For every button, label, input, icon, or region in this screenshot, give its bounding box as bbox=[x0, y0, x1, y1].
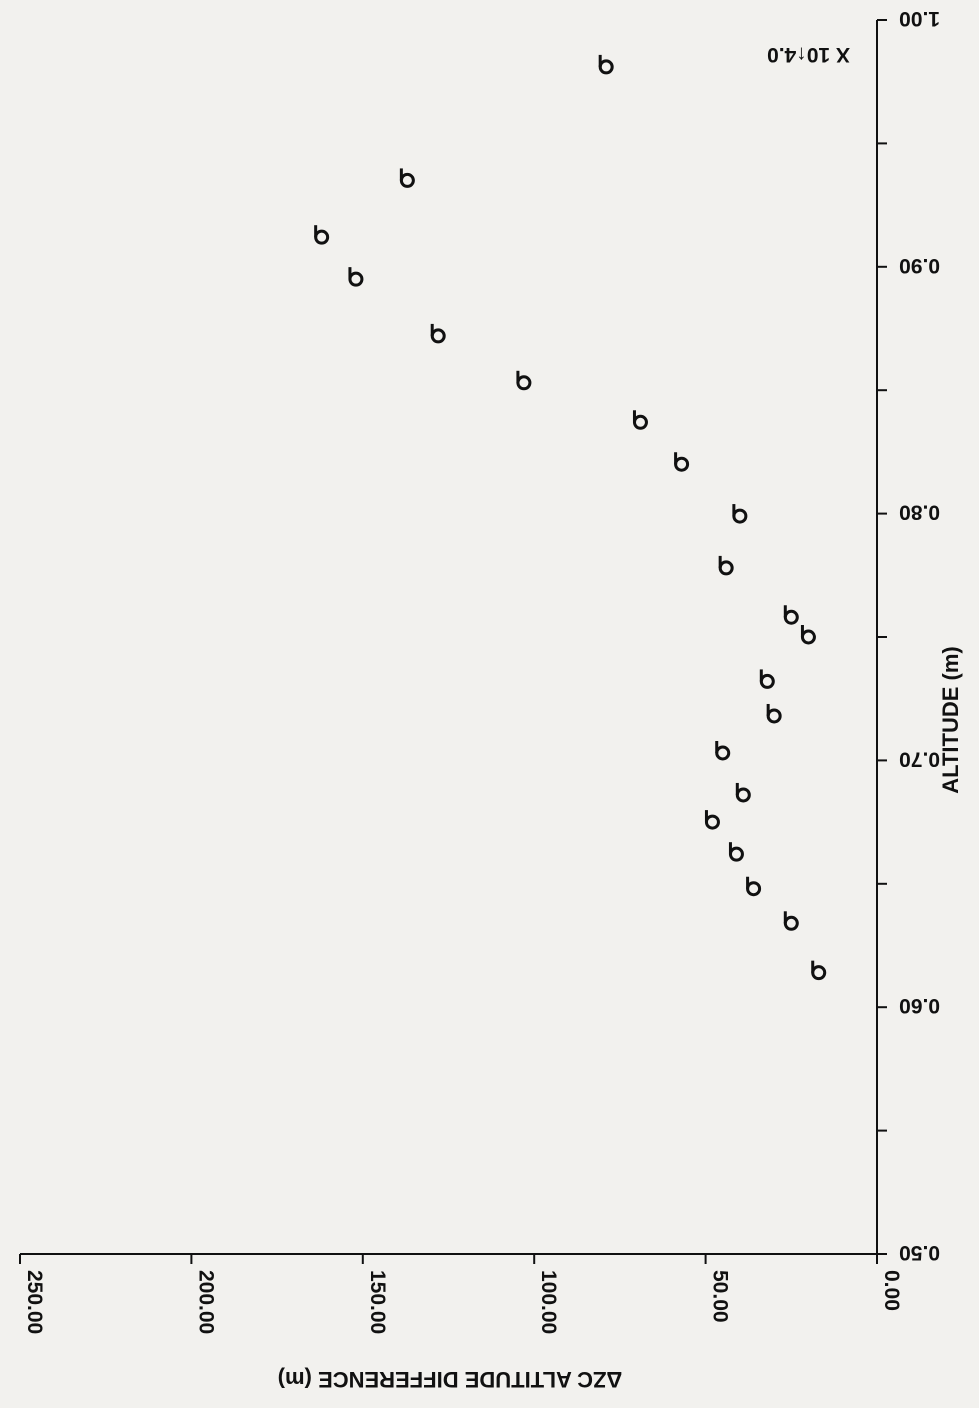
data-point bbox=[800, 625, 816, 645]
data-point bbox=[732, 504, 748, 524]
data-point bbox=[348, 267, 364, 287]
data-point bbox=[516, 370, 532, 391]
y-tick-label: 250.00 bbox=[23, 1270, 46, 1334]
x-tick-label: 0.80 bbox=[899, 501, 940, 524]
x-tick-label: 1.00 bbox=[899, 7, 940, 30]
data-point bbox=[783, 605, 799, 625]
data-point bbox=[314, 225, 330, 245]
data-point bbox=[766, 703, 782, 724]
data-point bbox=[715, 740, 731, 761]
x-scale-note: X 10↑4.0 bbox=[767, 43, 850, 66]
x-tick-label: 0.90 bbox=[899, 254, 940, 277]
y-tick-label: 0.00 bbox=[880, 1270, 903, 1311]
data-point bbox=[735, 782, 751, 803]
data-point bbox=[746, 876, 762, 897]
data-point bbox=[718, 555, 734, 576]
data-point bbox=[430, 323, 446, 344]
x-axis-title: ALTITUDE (m) bbox=[938, 646, 963, 793]
data-point bbox=[674, 452, 690, 472]
y-axis: 0.00 50.00 100.00 150.00 200.00 250.00 bbox=[19, 1253, 903, 1334]
data-points bbox=[314, 54, 827, 981]
y-tick-label: 100.00 bbox=[537, 1270, 560, 1334]
data-point bbox=[704, 810, 720, 830]
data-point bbox=[728, 842, 744, 862]
x-axis: 0.50 0.60 0.70 0.80 0.90 1.00 bbox=[876, 7, 940, 1264]
y-tick-label: 150.00 bbox=[366, 1270, 389, 1334]
data-point bbox=[399, 168, 415, 188]
y-tick-label: 50.00 bbox=[709, 1270, 732, 1323]
data-point bbox=[783, 911, 799, 931]
x-tick-label: 0.70 bbox=[899, 747, 940, 770]
x-tick-label: 0.60 bbox=[899, 994, 940, 1017]
data-point bbox=[811, 960, 827, 981]
y-tick-label: 200.00 bbox=[194, 1270, 217, 1334]
data-point bbox=[632, 410, 648, 430]
data-point bbox=[759, 669, 775, 689]
y-axis-title: ΔZC ALTITUDE DIFFERENCE (m) bbox=[278, 1367, 623, 1392]
x-tick-label: 0.50 bbox=[899, 1241, 940, 1264]
data-point bbox=[598, 54, 614, 75]
